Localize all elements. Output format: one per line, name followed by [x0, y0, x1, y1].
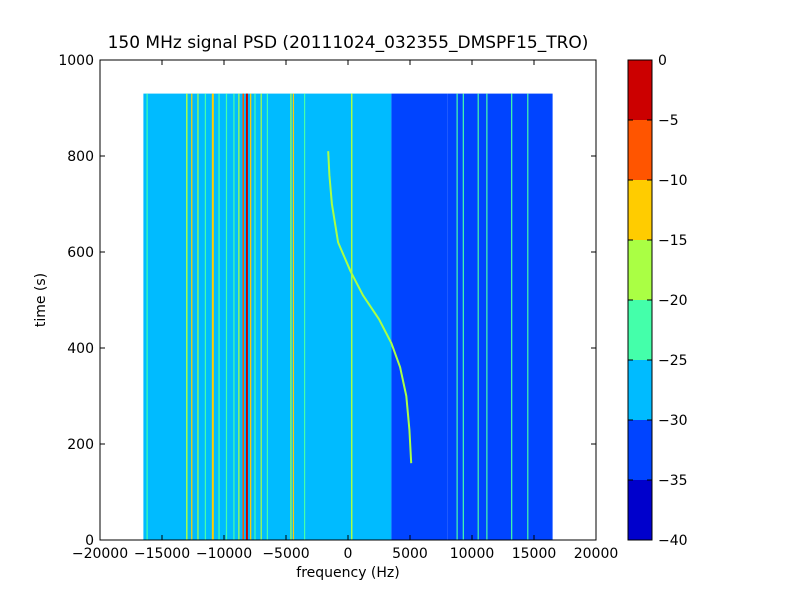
- heatmap-region-1: [391, 93, 448, 540]
- colorbar-tick-label: −10: [658, 173, 688, 189]
- spectral-line-18: [304, 93, 306, 540]
- spectral-line-20: [456, 93, 458, 540]
- spectral-line-5: [211, 93, 214, 540]
- spectral-line-7: [225, 93, 228, 540]
- colorbar-tick-label: −35: [658, 473, 688, 489]
- colorbar-swatch-0: [628, 480, 652, 540]
- x-tick-label: 20000: [574, 546, 619, 562]
- x-tick-label: −5000: [262, 546, 309, 562]
- spectral-line-8: [233, 93, 235, 540]
- spectral-line-4: [204, 93, 207, 540]
- colorbar-tick-label: −40: [658, 533, 688, 549]
- x-axis-ticks: −20000 −15000 −10000 −5000 0 5000 10000 15000 20…: [72, 60, 618, 562]
- spectral-line-22: [477, 93, 479, 540]
- spectral-line-15: [266, 93, 269, 540]
- spectral-line-12: [250, 93, 252, 540]
- spectral-line-14: [260, 93, 262, 540]
- spectral-line-19: [350, 93, 353, 540]
- heatmap-region-2: [447, 93, 553, 540]
- spectral-line-16: [290, 93, 292, 540]
- spectral-line-0: [146, 93, 148, 540]
- y-axis-label: time (s): [33, 273, 49, 327]
- spectral-line-13: [254, 93, 256, 540]
- colorbar-tick-label: −25: [658, 353, 688, 369]
- colorbar-tick-label: −15: [658, 233, 688, 249]
- chart-title: 150 MHz signal PSD (20111024_032355_DMSP…: [108, 33, 589, 53]
- x-tick-label: −10000: [196, 546, 252, 562]
- colorbar-ticks: 0 −5 −10 −15 −20 −25 −30 −35 −40: [628, 53, 688, 549]
- spectral-line-11: [245, 93, 248, 540]
- x-tick-label: 5000: [392, 546, 428, 562]
- spectral-line-10: [242, 93, 244, 540]
- y-tick-label: 1000: [58, 53, 94, 69]
- colorbar-swatch-6: [628, 120, 652, 180]
- colorbar-swatch-2: [628, 360, 652, 420]
- spectral-line-9: [238, 93, 240, 540]
- spectral-line-6: [218, 93, 220, 540]
- x-tick-label: −15000: [134, 546, 190, 562]
- y-tick-label: 600: [67, 245, 94, 261]
- y-tick-label: 200: [67, 437, 94, 453]
- colorbar-swatch-5: [628, 180, 652, 240]
- y-axis-ticks: 0 200 400 600 800 1000: [58, 53, 596, 549]
- x-tick-label: −20000: [72, 546, 128, 562]
- x-tick-label: 10000: [450, 546, 495, 562]
- x-tick-label: 15000: [512, 546, 557, 562]
- colorbar-swatch-7: [628, 60, 652, 120]
- x-axis-label: frequency (Hz): [296, 565, 399, 581]
- spectral-line-24: [511, 93, 513, 540]
- spectrogram-heatmap: [143, 93, 553, 540]
- colorbar-tick-label: −5: [658, 113, 679, 129]
- spectral-line-21: [462, 93, 464, 540]
- spectral-line-1: [186, 93, 188, 540]
- spectral-line-25: [527, 93, 529, 540]
- spectral-line-3: [197, 93, 199, 540]
- colorbar-tick-label: −30: [658, 413, 688, 429]
- colorbar-swatch-4: [628, 240, 652, 300]
- colorbar-swatch-1: [628, 420, 652, 480]
- colorbar-tick-label: −20: [658, 293, 688, 309]
- y-tick-label: 400: [67, 341, 94, 357]
- colorbar-tick-label: 0: [658, 53, 667, 69]
- x-tick-label: 0: [344, 546, 353, 562]
- colorbar: [627, 59, 653, 541]
- y-tick-label: 0: [85, 533, 94, 549]
- chirp-trace: [327, 151, 413, 464]
- colorbar-swatch-3: [628, 300, 652, 360]
- spectral-line-2: [191, 93, 193, 540]
- spectral-line-23: [486, 93, 488, 540]
- spectral-line-17: [292, 93, 295, 540]
- y-tick-label: 800: [67, 149, 94, 165]
